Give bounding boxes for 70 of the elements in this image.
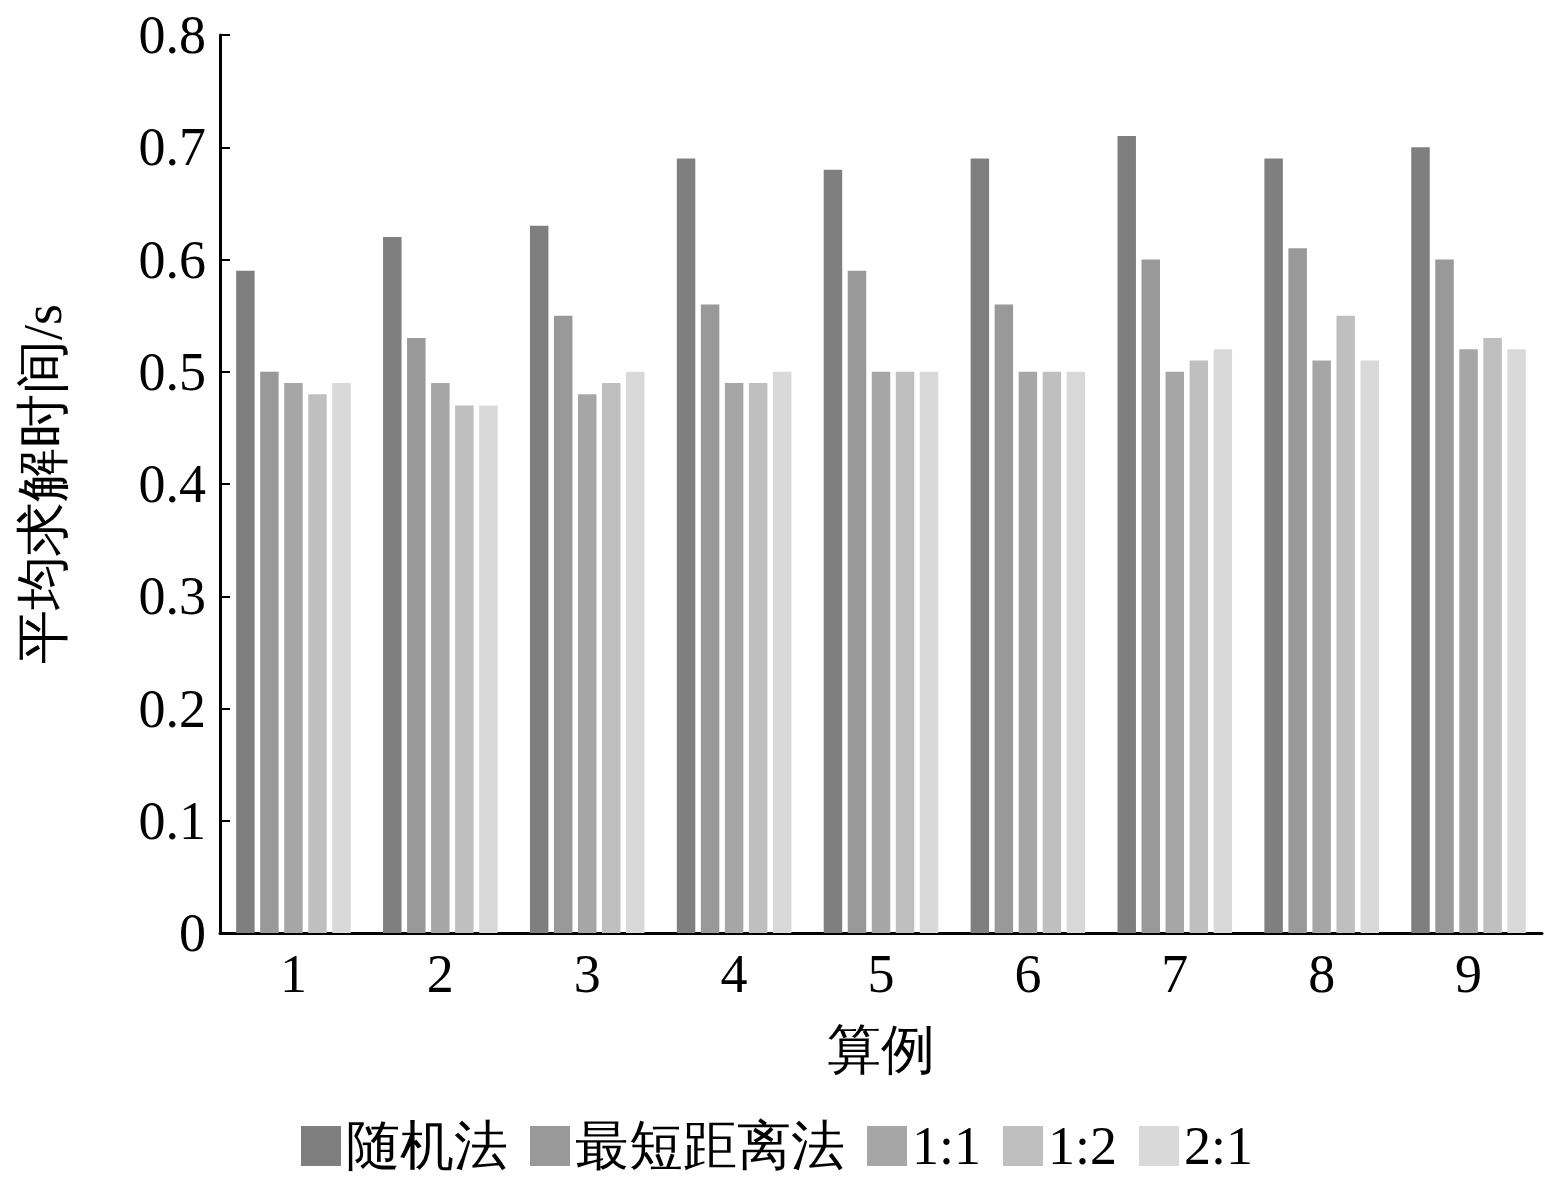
bar	[724, 382, 744, 933]
bar	[1411, 147, 1430, 933]
bar	[700, 304, 720, 933]
y-tick-label: 0	[179, 903, 206, 963]
bar	[1483, 338, 1502, 933]
bar	[577, 394, 597, 933]
y-tick-label: 0.5	[138, 341, 206, 402]
bar	[1264, 158, 1283, 933]
x-tick-label: 7	[1161, 944, 1189, 1004]
bar	[994, 304, 1014, 933]
bar	[823, 169, 843, 933]
bar	[1459, 349, 1478, 933]
bar	[1507, 349, 1526, 933]
bar	[1165, 371, 1185, 933]
bar	[431, 382, 450, 933]
x-tick-label: 9	[1455, 944, 1483, 1004]
bar	[1288, 248, 1307, 933]
y-tick-label: 0.1	[138, 790, 206, 851]
bar	[1066, 371, 1086, 933]
bar	[1018, 371, 1038, 933]
bar	[1435, 259, 1454, 933]
bar	[308, 394, 327, 933]
bar	[1360, 360, 1379, 933]
legend-label: 2:1	[1184, 1116, 1254, 1176]
x-tick-label: 3	[573, 944, 601, 1004]
bar	[1141, 259, 1160, 933]
legend-label: 1:1	[912, 1116, 982, 1176]
bar	[553, 315, 573, 933]
y-tick-label: 0.8	[138, 5, 206, 65]
bar	[871, 371, 891, 933]
legend-label: 最短距离法	[575, 1116, 845, 1176]
bar	[919, 371, 939, 933]
x-tick-label: 5	[867, 944, 895, 1004]
bar	[407, 338, 426, 933]
bar	[602, 382, 621, 933]
legend-label: 1:2	[1048, 1116, 1118, 1176]
x-axis-title: 算例	[827, 1020, 935, 1080]
bar	[895, 371, 915, 933]
bar	[626, 371, 645, 933]
y-tick-label: 0.7	[138, 117, 206, 178]
bar	[1336, 315, 1355, 933]
x-tick-label: 8	[1308, 944, 1336, 1004]
bar	[260, 371, 279, 933]
bar	[284, 382, 303, 933]
bar	[236, 270, 255, 933]
y-tick-label: 0.6	[138, 229, 206, 290]
bar	[1189, 360, 1209, 933]
bar	[1042, 371, 1062, 933]
bar	[676, 158, 696, 933]
bar	[529, 225, 549, 933]
bar	[383, 237, 402, 933]
bar	[455, 405, 474, 933]
y-axis-title: 平均求解时间/s	[13, 303, 73, 665]
bar	[970, 158, 990, 933]
bar	[479, 405, 498, 933]
bar	[332, 382, 351, 933]
legend-label: 随机法	[346, 1116, 508, 1176]
bar	[1312, 360, 1331, 933]
bar	[1213, 349, 1233, 933]
bar	[748, 382, 768, 933]
x-tick-label: 2	[426, 944, 454, 1004]
y-tick-label: 0.3	[138, 566, 206, 627]
x-tick-label: 4	[720, 944, 748, 1004]
y-tick-label: 0.4	[138, 454, 206, 514]
bar	[847, 270, 867, 933]
bar	[772, 371, 792, 933]
bar	[1117, 136, 1136, 933]
x-tick-label: 6	[1014, 944, 1042, 1004]
x-tick-label: 1	[279, 944, 307, 1004]
y-tick-label: 0.2	[138, 678, 206, 739]
